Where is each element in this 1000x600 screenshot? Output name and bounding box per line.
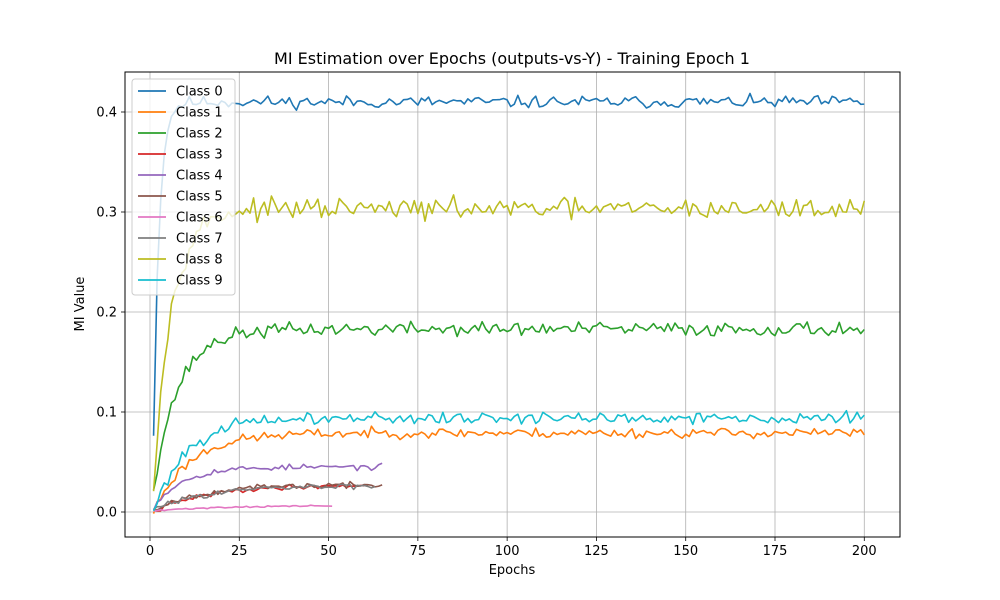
x-axis-title: Epochs [489,563,536,578]
y-tick-label: 0.4 [96,106,117,121]
series-line-class-4 [152,462,383,511]
y-tick-label: 0.1 [96,406,117,421]
x-tick-label: 100 [495,544,520,559]
y-tick-label: 0.0 [96,506,117,521]
legend-label: Class 0 [176,85,223,100]
series-layer [152,92,866,514]
series-line-class-6 [153,504,333,512]
grid-layer [125,72,900,537]
x-tick-label: 50 [320,544,337,559]
plot-frame [124,71,901,538]
legend-label: Class 4 [176,169,223,184]
x-tick-label: 0 [146,544,154,559]
legend: Class 0 Class 1 Class 2 Class 3 Class 4 Class… [131,78,236,296]
legend-label: Class 7 [176,232,223,247]
legend-label: Class 5 [176,190,223,205]
legend-label: Class 2 [176,127,223,142]
x-tick-label: 25 [231,544,248,559]
legend-label: Class 8 [176,253,223,268]
x-tick-label: 150 [673,544,698,559]
legend-label: Class 1 [176,106,223,121]
series-line-class-1 [152,425,865,514]
series-line-class-7 [153,483,376,511]
series-line-class-0 [152,92,865,436]
series-line-class-2 [152,320,865,491]
series-line-class-8 [152,194,866,492]
y-axis-title: MI Value [73,277,88,332]
x-tick-label: 75 [410,544,427,559]
x-tick-label: 125 [584,544,609,559]
legend-label: Class 3 [176,148,223,163]
y-tick-label: 0.2 [96,306,117,321]
x-tick-label: 175 [763,544,788,559]
chart-title: MI Estimation over Epochs (outputs-vs-Y)… [274,49,750,68]
series-line-class-9 [152,409,865,512]
x-tick-label: 200 [852,544,877,559]
legend-label: Class 6 [176,211,223,226]
tick-layer: 0 25 50 75 100 125 150 175 200 0.0 0.1 0.2 0.3 0.4 [96,106,876,560]
y-tick-label: 0.3 [96,206,117,221]
legend-label: Class 9 [176,274,223,289]
